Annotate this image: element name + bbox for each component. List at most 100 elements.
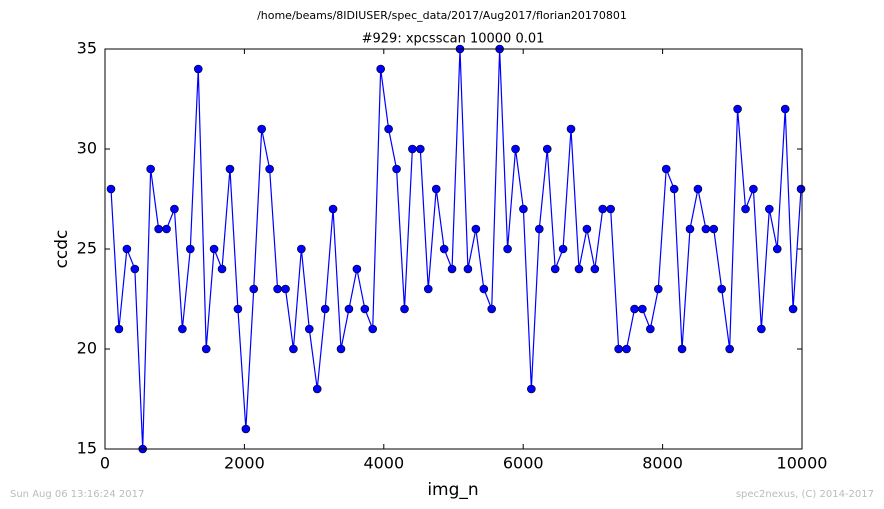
data-point [622,344,631,354]
data-point [328,204,338,214]
plot-frame [104,48,803,450]
data-point [336,344,346,354]
data-point [447,264,457,274]
data-point [566,124,576,134]
data-point [233,304,243,314]
data-point [574,264,584,274]
data-point [360,304,370,314]
data-point [780,104,790,114]
footer-date: Sun Aug 06 13:16:24 2017 [10,489,144,500]
data-point [170,204,179,214]
y-axis-label: ccdc [52,230,72,269]
data-point [733,104,742,114]
data-point [772,244,782,254]
y-tick-label: 25 [77,239,97,258]
data-point [630,304,639,314]
data-point [677,344,687,354]
data-point [479,284,489,294]
data-point [741,204,750,214]
data-point [320,304,330,314]
data-point [392,164,401,174]
data-point [257,124,266,134]
data-point [281,284,290,294]
footer-credit: spec2nexus, (C) 2014-2017 [736,489,874,500]
data-point [471,224,481,234]
data-point [439,244,449,254]
data-point [542,144,552,154]
data-point [701,224,711,234]
data-point [685,224,695,234]
data-point [201,344,211,354]
data-point [186,244,195,254]
data-point [408,144,417,154]
data-point [178,324,187,334]
data-point [122,244,132,254]
data-point [368,324,378,334]
data-point [249,284,259,294]
data-point [154,224,163,234]
data-point [757,324,766,334]
data-point [487,304,496,314]
data-point [297,244,306,254]
data-point [590,264,600,274]
data-point [519,204,528,214]
data-point [376,64,385,74]
data-point [289,344,298,354]
data-line [110,48,802,450]
data-point [661,164,671,174]
data-point [193,64,203,74]
data-point [765,204,774,214]
y-tick-label: 15 [77,439,97,458]
data-point [598,204,608,214]
data-point [463,264,473,274]
data-point [709,224,719,234]
y-tick-label: 20 [77,339,97,358]
data-point [749,184,758,194]
data-point [511,144,520,154]
x-tick-label: 4000 [363,454,404,473]
data-point [527,384,536,394]
data-point [582,224,592,234]
data-point [416,144,425,154]
data-point [273,284,282,294]
data-point [384,124,393,134]
data-point [312,384,322,394]
x-tick-label: 6000 [503,454,544,473]
data-point [352,264,362,274]
y-tick-label: 35 [77,39,97,58]
data-point [162,224,171,234]
data-point [423,284,433,294]
data-point [431,184,441,194]
data-point [114,324,124,334]
data-point [535,224,544,234]
data-point [106,184,116,194]
data-point [693,184,703,194]
data-point [725,344,734,354]
data-point [217,264,227,274]
data-point [796,184,806,194]
x-tick-label: 0 [100,454,110,473]
data-point [638,304,647,314]
data-point [669,184,679,194]
data-point [503,244,512,254]
data-point [209,244,219,254]
y-tick-label: 30 [77,139,97,158]
data-point [265,164,274,174]
data-point [241,424,251,434]
data-point [614,344,623,354]
x-tick-label: 10000 [777,454,828,473]
x-tick-label: 8000 [642,454,683,473]
data-point [558,244,568,254]
data-point [130,264,140,274]
data-point [788,304,798,314]
chart-subtitle: /home/beams/8IDIUSER/spec_data/2017/Aug2… [257,9,627,22]
data-point [304,324,314,334]
data-point [717,284,727,294]
data-point [400,304,409,314]
data-point [550,264,560,274]
chart-title: #929: xpcsscan 10000 0.01 [362,32,545,47]
x-tick-label: 2000 [224,454,265,473]
data-point [653,284,663,294]
x-axis-label: img_n [427,480,478,500]
